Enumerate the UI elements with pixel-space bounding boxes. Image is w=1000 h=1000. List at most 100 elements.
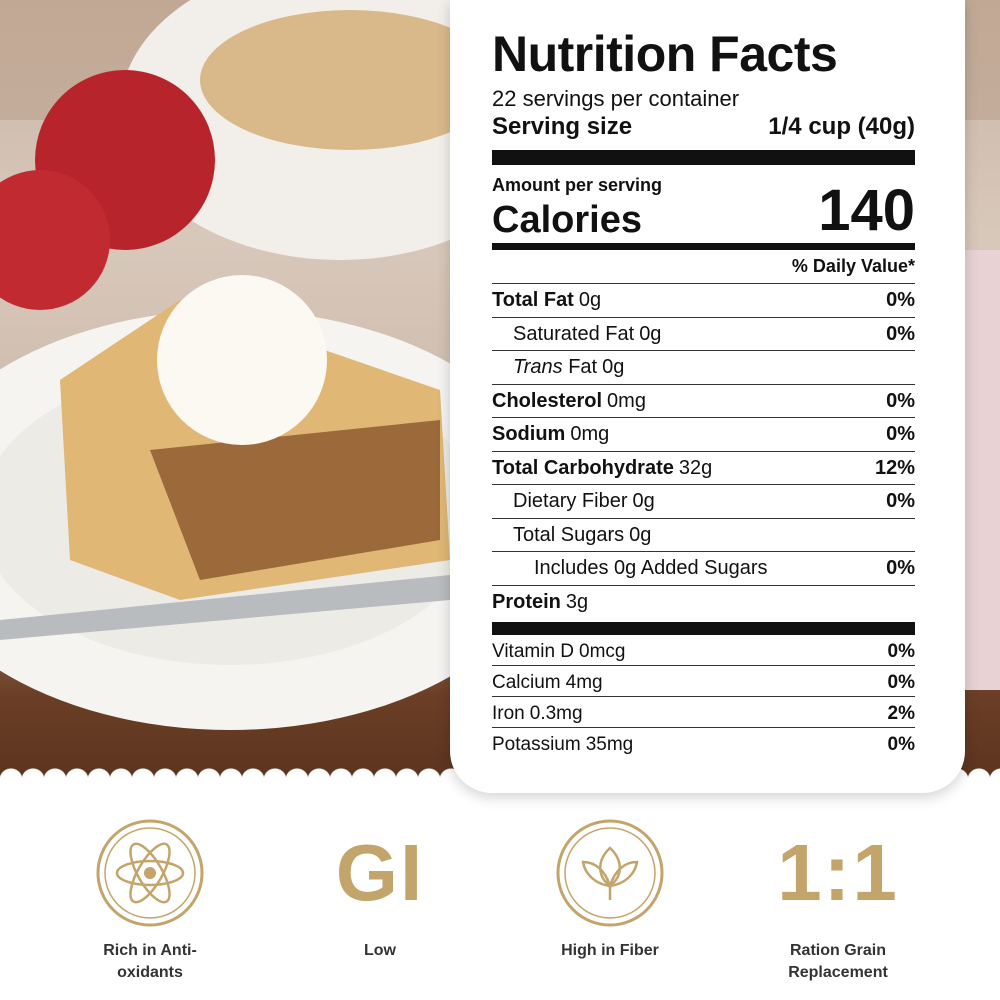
fork xyxy=(0,575,450,640)
nutrient-name: Protein xyxy=(492,590,561,613)
daily-value: 0% xyxy=(886,389,915,412)
nutrient-row: Dietary Fiber 0g 0% xyxy=(492,485,915,519)
nutrition-facts: Nutrition Facts 22 servings per containe… xyxy=(492,26,915,759)
nutrient-name: Cholesterol xyxy=(492,389,603,412)
vitamin-row: Vitamin D 0mcg 0% xyxy=(492,635,915,666)
nutrient-amount: 0g xyxy=(629,523,652,546)
nutrient-row: Total Sugars 0g xyxy=(492,519,915,552)
nutrient-name-group: Sodium xyxy=(492,418,565,451)
daily-value-header: % Daily Value* xyxy=(492,250,915,284)
serving-size: Serving size 1/4 cup (40g) xyxy=(492,112,915,142)
feature-label: Ration Grain Replacement xyxy=(788,942,888,981)
nutrient-row: Trans Fat 0g xyxy=(492,351,915,385)
daily-value: 0% xyxy=(886,322,915,345)
daily-value: 0% xyxy=(886,289,915,311)
ice-cream xyxy=(157,275,327,445)
feature: GI Low xyxy=(260,815,500,962)
nutrient-name-group: Includes 0g Added Sugars xyxy=(534,552,768,585)
nutrient-name: Sodium xyxy=(492,423,566,445)
nutrient-name-group: Total Fat xyxy=(492,284,574,317)
divider xyxy=(492,243,915,250)
vitamin-amount: 0.3mg xyxy=(529,703,583,724)
nutrient-rows: Total Fat 0g 0% Saturated Fat 0g 0% Trans Fat 0… xyxy=(492,284,915,619)
calories-row: Calories 140 xyxy=(492,178,915,243)
nutrient-name: Dietary Fiber xyxy=(513,490,628,512)
nutrient-name-group: Saturated Fat xyxy=(513,318,634,351)
serving-size-value: 1/4 cup (40g) xyxy=(768,113,915,140)
daily-value: 0% xyxy=(887,641,915,662)
calories-label: Calories xyxy=(492,199,642,241)
daily-value: 0% xyxy=(887,672,915,693)
nutrient-name-group: Cholesterol xyxy=(492,385,602,418)
feature: High in Fiber xyxy=(490,815,730,962)
vitamin-amount: 0mcg xyxy=(579,641,626,662)
calories-value: 140 xyxy=(818,178,915,243)
nutrient-amount: 0mg xyxy=(570,423,610,445)
nutrient-name-group: Total Carbohydrate xyxy=(492,452,674,485)
napkin xyxy=(960,250,1000,690)
nutrient-row: Saturated Fat 0g 0% xyxy=(492,318,915,351)
vitamin-name: Potassium xyxy=(492,734,581,755)
nutrient-name-group: Protein xyxy=(492,586,561,620)
daily-value: 0% xyxy=(887,734,915,755)
pie-back xyxy=(200,10,500,150)
nutrient-name-group: Total Sugars xyxy=(513,519,624,552)
nutrient-name: Total Carbohydrate xyxy=(492,456,674,479)
nutrient-name-group: Dietary Fiber xyxy=(513,485,627,518)
nutrient-row: Protein 3g xyxy=(492,586,915,620)
nutrient-amount: 0g xyxy=(578,289,602,311)
feature-icon xyxy=(30,815,270,930)
feature-icon-text: GI xyxy=(335,827,425,917)
daily-value: 0% xyxy=(886,557,915,579)
feature-icon: 1:1 xyxy=(718,815,958,930)
daily-value: 2% xyxy=(887,703,915,724)
amount-per-serving: Amount per serving xyxy=(492,175,663,195)
nutrition-panel: Nutrition Facts 22 servings per containe… xyxy=(450,0,965,793)
divider xyxy=(492,150,915,165)
vitamin-row: Iron 0.3mg 2% xyxy=(492,697,915,728)
nutrient-amount: 0mg xyxy=(607,389,646,412)
feature: 1:1 Ration Grain Replacement xyxy=(718,815,958,984)
pie-filling xyxy=(150,420,440,580)
serving-size-label: Serving size xyxy=(492,113,633,140)
nutrient-name-group: Trans Fat xyxy=(513,351,597,384)
feature-icon: GI xyxy=(260,815,500,930)
nutrient-name: Fat xyxy=(568,356,598,378)
vitamin-name: Calcium xyxy=(492,672,561,693)
feature-label: High in Fiber xyxy=(561,942,659,959)
vitamin-name: Vitamin D xyxy=(492,641,575,662)
apple xyxy=(0,170,110,310)
nutrient-amount: 0g xyxy=(632,490,655,512)
vitamin-row: Potassium 35mg 0% xyxy=(492,728,915,759)
vitamin-amount: 35mg xyxy=(585,734,634,755)
feature-icon-text: 1:1 xyxy=(777,827,899,917)
nutrient-name: Saturated Fat xyxy=(513,322,635,345)
daily-value: 12% xyxy=(874,456,915,479)
daily-value: 0% xyxy=(886,490,915,512)
leaf-icon xyxy=(556,819,664,926)
feature-label: Low xyxy=(364,942,396,959)
atom-icon xyxy=(96,819,204,926)
servings: 22 servings per container xyxy=(492,86,740,111)
nutrient-row: Cholesterol 0mg 0% xyxy=(492,385,915,418)
vitamin-amount: 4mg xyxy=(565,672,603,693)
nutrient-amount: 0g xyxy=(602,356,625,378)
nutrient-row: Includes 0g Added Sugars 0% xyxy=(492,552,915,586)
nutrient-amount: 3g xyxy=(565,590,589,613)
vitamin-rows: Vitamin D 0mcg 0% Calcium 4mg 0% Iron 0.3mg 2% Po… xyxy=(492,635,915,759)
nutrient-amount: 32g xyxy=(678,456,713,479)
nutrient-row: Total Fat 0g 0% xyxy=(492,284,915,318)
nutrient-name: Total Fat xyxy=(492,289,574,311)
nutrient-name: Total Sugars xyxy=(513,523,625,546)
vitamin-row: Calcium 4mg 0% xyxy=(492,666,915,697)
nutrient-name: Includes 0g Added Sugars xyxy=(534,557,768,579)
nutrient-row: Total Carbohydrate 32g 12% xyxy=(492,452,915,485)
daily-value: 0% xyxy=(886,423,915,445)
divider xyxy=(492,622,915,635)
feature-icon xyxy=(490,815,730,930)
feature: Rich in Anti-oxidants xyxy=(30,815,270,984)
bottom-band xyxy=(0,780,1000,1000)
title: Nutrition Facts xyxy=(492,26,838,82)
vitamin-name: Iron xyxy=(492,703,525,724)
